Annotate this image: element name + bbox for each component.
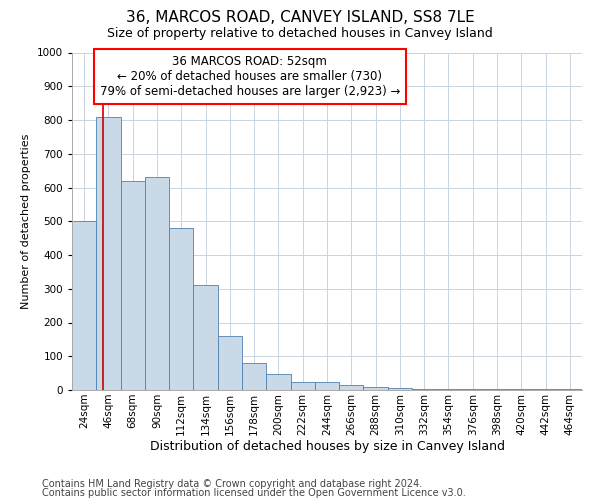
Bar bbox=[533, 389, 558, 390]
Bar bbox=[485, 389, 509, 390]
Y-axis label: Number of detached properties: Number of detached properties bbox=[21, 134, 31, 309]
Bar bbox=[145, 178, 169, 390]
Text: Contains HM Land Registry data © Crown copyright and database right 2024.: Contains HM Land Registry data © Crown c… bbox=[42, 479, 422, 489]
Bar bbox=[412, 388, 436, 390]
X-axis label: Distribution of detached houses by size in Canvey Island: Distribution of detached houses by size … bbox=[149, 440, 505, 454]
Text: 36 MARCOS ROAD: 52sqm
← 20% of detached houses are smaller (730)
79% of semi-det: 36 MARCOS ROAD: 52sqm ← 20% of detached … bbox=[100, 54, 400, 98]
Bar bbox=[169, 228, 193, 390]
Bar bbox=[364, 386, 388, 390]
Bar bbox=[509, 389, 533, 390]
Text: Size of property relative to detached houses in Canvey Island: Size of property relative to detached ho… bbox=[107, 28, 493, 40]
Bar bbox=[339, 385, 364, 390]
Text: Contains public sector information licensed under the Open Government Licence v3: Contains public sector information licen… bbox=[42, 488, 466, 498]
Bar bbox=[436, 389, 461, 390]
Bar bbox=[558, 389, 582, 390]
Bar bbox=[290, 382, 315, 390]
Bar bbox=[266, 374, 290, 390]
Bar bbox=[461, 389, 485, 390]
Bar bbox=[72, 221, 96, 390]
Bar bbox=[388, 388, 412, 390]
Bar bbox=[193, 286, 218, 390]
Text: 36, MARCOS ROAD, CANVEY ISLAND, SS8 7LE: 36, MARCOS ROAD, CANVEY ISLAND, SS8 7LE bbox=[125, 10, 475, 25]
Bar bbox=[315, 382, 339, 390]
Bar bbox=[242, 363, 266, 390]
Bar bbox=[96, 116, 121, 390]
Bar bbox=[121, 180, 145, 390]
Bar bbox=[218, 336, 242, 390]
